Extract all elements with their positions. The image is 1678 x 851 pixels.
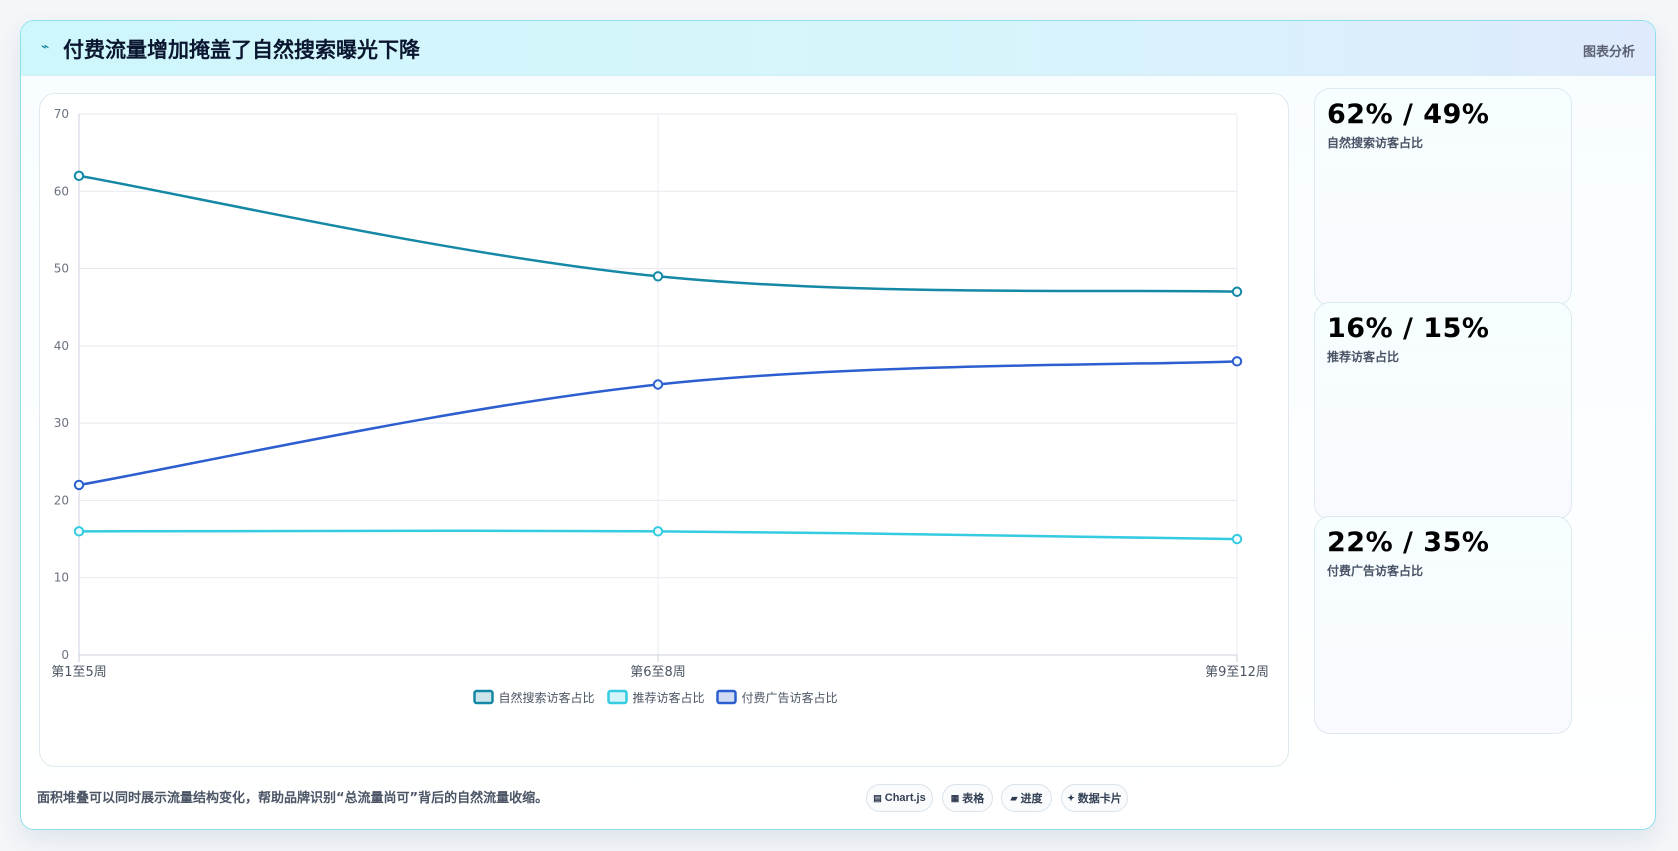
table-label: 表格	[962, 793, 985, 805]
chart-type-tag: 图表分析	[1582, 45, 1635, 60]
y-tick-label: 60	[54, 184, 69, 198]
legend-item[interactable]: 付费广告访客占比	[716, 689, 838, 705]
stat-card-value: 62% / 49%	[1327, 99, 1490, 130]
data-card-button[interactable]: ✦ 数据卡片	[1061, 784, 1128, 812]
legend-item[interactable]: 自然搜索访客占比	[473, 689, 595, 705]
chart-icon: ▤	[873, 792, 882, 803]
stat-card-label: 付费广告访客占比	[1327, 564, 1424, 578]
data-point[interactable]	[652, 526, 664, 537]
progress-icon: ▰	[1010, 792, 1018, 803]
series-2	[73, 526, 1243, 545]
data-point[interactable]	[73, 170, 85, 182]
y-tick-label: 70	[54, 107, 69, 121]
stat-card-value: 16% / 15%	[1327, 313, 1490, 344]
legend-label: 自然搜索访客占比	[499, 690, 595, 705]
legend-swatch	[716, 689, 737, 705]
x-tick-label: 第1至5周	[51, 665, 107, 680]
data-point[interactable]	[652, 379, 664, 390]
y-tick-label: 50	[54, 262, 69, 276]
data-point[interactable]	[73, 526, 85, 537]
chartjs-button[interactable]: ▤ Chart.js	[866, 784, 933, 812]
chart-card: ⌁ 付费流量增加掩盖了自然搜索曝光下降 图表分析 0 10 20 30 40 50 60 70…	[20, 20, 1656, 830]
data-point[interactable]	[1231, 533, 1243, 545]
legend-swatch	[473, 689, 494, 705]
table-button[interactable]: ▦ 表格	[942, 784, 993, 812]
stat-card-organic: 62% / 49% 自然搜索访客占比	[1314, 88, 1572, 306]
progress-label: 进度	[1020, 793, 1043, 805]
legend-swatch	[607, 689, 628, 705]
y-tick-label: 20	[54, 493, 69, 507]
data-card-label: 数据卡片	[1077, 793, 1122, 805]
chart-panel: 0 10 20 30 40 50 60 70 第1至5周 第6至8周 第9至12周自然搜索访客占比 推…	[39, 93, 1289, 767]
page-title: 付费流量增加掩盖了自然搜索曝光下降	[63, 38, 420, 62]
grid: 0 10 20 30 40 50 60 70 第1至5周 第6至8周 第9至12周	[51, 107, 1269, 680]
series-3	[73, 356, 1243, 491]
stat-card-label: 推荐访客占比	[1327, 350, 1400, 364]
legend: 自然搜索访客占比 推荐访客占比 付费广告访客占比	[473, 689, 838, 705]
legend-label: 付费广告访客占比	[742, 690, 838, 705]
stat-card-referral: 16% / 15% 推荐访客占比	[1314, 302, 1572, 520]
data-point[interactable]	[1231, 356, 1243, 367]
data-point[interactable]	[652, 271, 664, 282]
data-point[interactable]	[1231, 286, 1243, 297]
chartjs-label: Chart.js	[884, 792, 926, 804]
legend-label: 推荐访客占比	[633, 690, 705, 705]
table-icon: ▦	[950, 792, 960, 803]
chart-note: 面积堆叠可以同时展示流量结构变化，帮助品牌识别“总流量尚可”背后的自然流量收缩。	[37, 791, 549, 806]
stat-card-label: 自然搜索访客占比	[1327, 136, 1424, 150]
stat-card-paid: 22% / 35% 付费广告访客占比	[1314, 516, 1572, 734]
series-1	[73, 170, 1243, 297]
y-tick-label: 40	[54, 339, 69, 353]
y-tick-label: 10	[54, 571, 69, 585]
x-tick-label: 第6至8周	[630, 665, 686, 680]
trend-icon: ⌁	[41, 39, 50, 55]
x-tick-label: 第9至12周	[1205, 665, 1269, 680]
spark-icon: ✦	[1067, 792, 1075, 803]
y-tick-label: 0	[61, 648, 69, 662]
data-point[interactable]	[73, 479, 85, 491]
progress-button[interactable]: ▰ 进度	[1001, 784, 1052, 812]
y-tick-label: 30	[54, 416, 69, 430]
legend-item[interactable]: 推荐访客占比	[607, 689, 705, 705]
header-bar: ⌁ 付费流量增加掩盖了自然搜索曝光下降 图表分析	[21, 21, 1655, 76]
stat-card-value: 22% / 35%	[1327, 527, 1490, 558]
